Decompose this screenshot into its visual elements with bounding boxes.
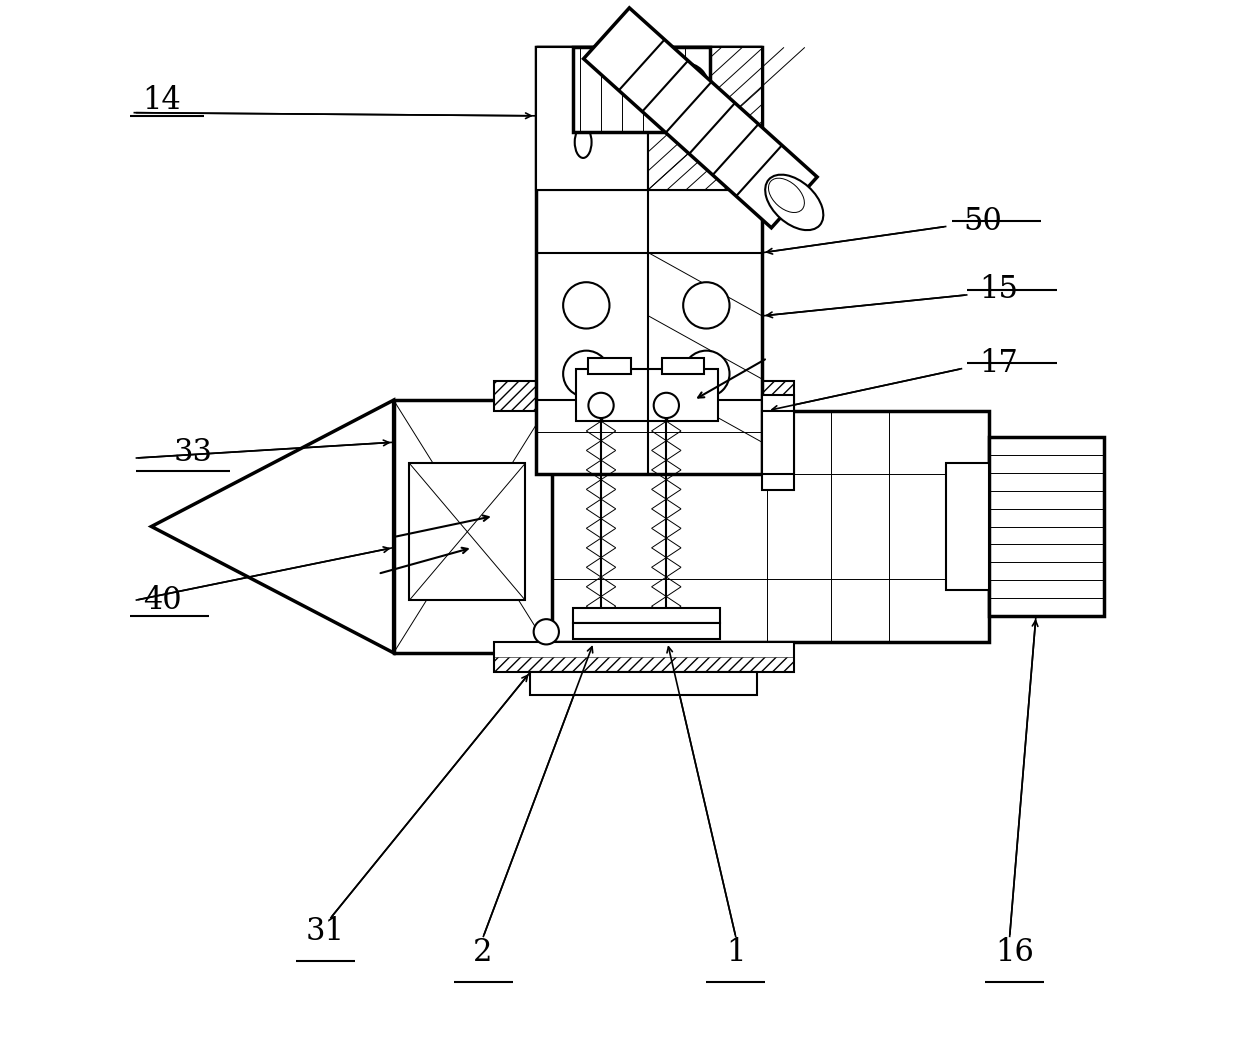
- Bar: [763, 411, 794, 474]
- Text: 31: 31: [305, 916, 345, 948]
- Circle shape: [683, 282, 729, 329]
- Bar: [536, 47, 649, 190]
- Bar: [589, 358, 630, 374]
- Polygon shape: [151, 400, 393, 653]
- Text: 50: 50: [963, 205, 1003, 237]
- Bar: [649, 47, 763, 190]
- Text: 17: 17: [980, 347, 1018, 379]
- Bar: [988, 437, 1105, 616]
- Bar: [573, 608, 720, 623]
- Ellipse shape: [769, 178, 805, 213]
- Circle shape: [589, 393, 614, 418]
- Circle shape: [563, 351, 610, 397]
- Bar: [393, 411, 988, 642]
- Bar: [494, 381, 794, 411]
- Ellipse shape: [765, 175, 823, 231]
- Circle shape: [675, 76, 696, 97]
- Polygon shape: [584, 7, 817, 227]
- Bar: [393, 400, 552, 653]
- Bar: [494, 381, 794, 411]
- Text: 2: 2: [474, 937, 492, 969]
- Circle shape: [662, 63, 708, 110]
- Circle shape: [653, 393, 680, 418]
- Bar: [946, 463, 988, 590]
- Bar: [575, 369, 718, 421]
- Circle shape: [683, 351, 729, 397]
- Bar: [573, 623, 720, 639]
- Text: 15: 15: [980, 274, 1018, 305]
- Text: 33: 33: [174, 437, 213, 469]
- Text: 16: 16: [996, 937, 1034, 969]
- Bar: [662, 358, 704, 374]
- Circle shape: [563, 282, 610, 329]
- Text: 14: 14: [143, 84, 181, 116]
- Bar: [763, 395, 794, 490]
- Bar: [494, 642, 794, 672]
- Text: 1: 1: [727, 937, 745, 969]
- Bar: [409, 463, 526, 600]
- Bar: [573, 47, 709, 132]
- Ellipse shape: [574, 126, 591, 158]
- Circle shape: [533, 619, 559, 644]
- Text: 40: 40: [143, 584, 181, 616]
- Bar: [536, 47, 763, 474]
- Bar: [494, 657, 794, 672]
- Bar: [531, 672, 756, 695]
